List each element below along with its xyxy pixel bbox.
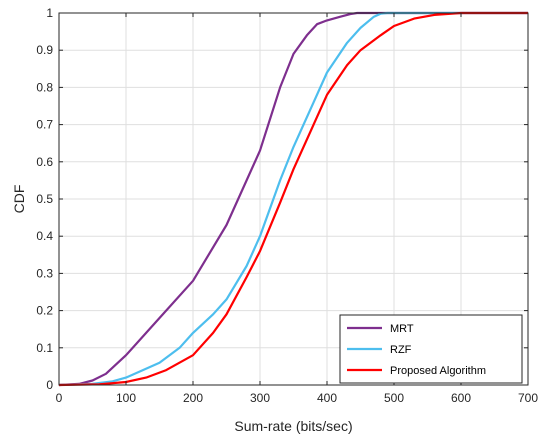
- y-tick-label: 0.2: [36, 304, 53, 318]
- legend-entry-label: RZF: [390, 344, 412, 356]
- y-tick-label: 0: [46, 378, 53, 392]
- x-tick-label: 400: [317, 391, 337, 405]
- y-tick-label: 0.5: [36, 192, 53, 206]
- x-tick-label: 500: [384, 391, 404, 405]
- y-axis-label: CDF: [11, 185, 27, 214]
- legend: MRT RZF Proposed Algorithm: [340, 315, 522, 383]
- x-axis-label: Sum-rate (bits/sec): [234, 418, 352, 434]
- x-tick-label: 100: [116, 391, 136, 405]
- y-tick-label: 0.9: [36, 43, 53, 57]
- x-tick-label: 0: [56, 391, 63, 405]
- y-tick-label: 0.6: [36, 155, 53, 169]
- x-tick-label: 700: [518, 391, 538, 405]
- x-tick-label: 600: [451, 391, 471, 405]
- legend-entry-label: Proposed Algorithm: [390, 365, 486, 377]
- y-tick-label: 0.1: [36, 341, 53, 355]
- y-tick-label: 0.4: [36, 229, 53, 243]
- y-tick-label: 0.3: [36, 266, 53, 280]
- y-tick-label: 1: [46, 6, 53, 20]
- legend-entry-label: MRT: [390, 323, 414, 335]
- x-tick-label: 200: [183, 391, 203, 405]
- x-tick-label: 300: [250, 391, 270, 405]
- y-tick-label: 0.8: [36, 80, 53, 94]
- y-tick-label: 0.7: [36, 118, 53, 132]
